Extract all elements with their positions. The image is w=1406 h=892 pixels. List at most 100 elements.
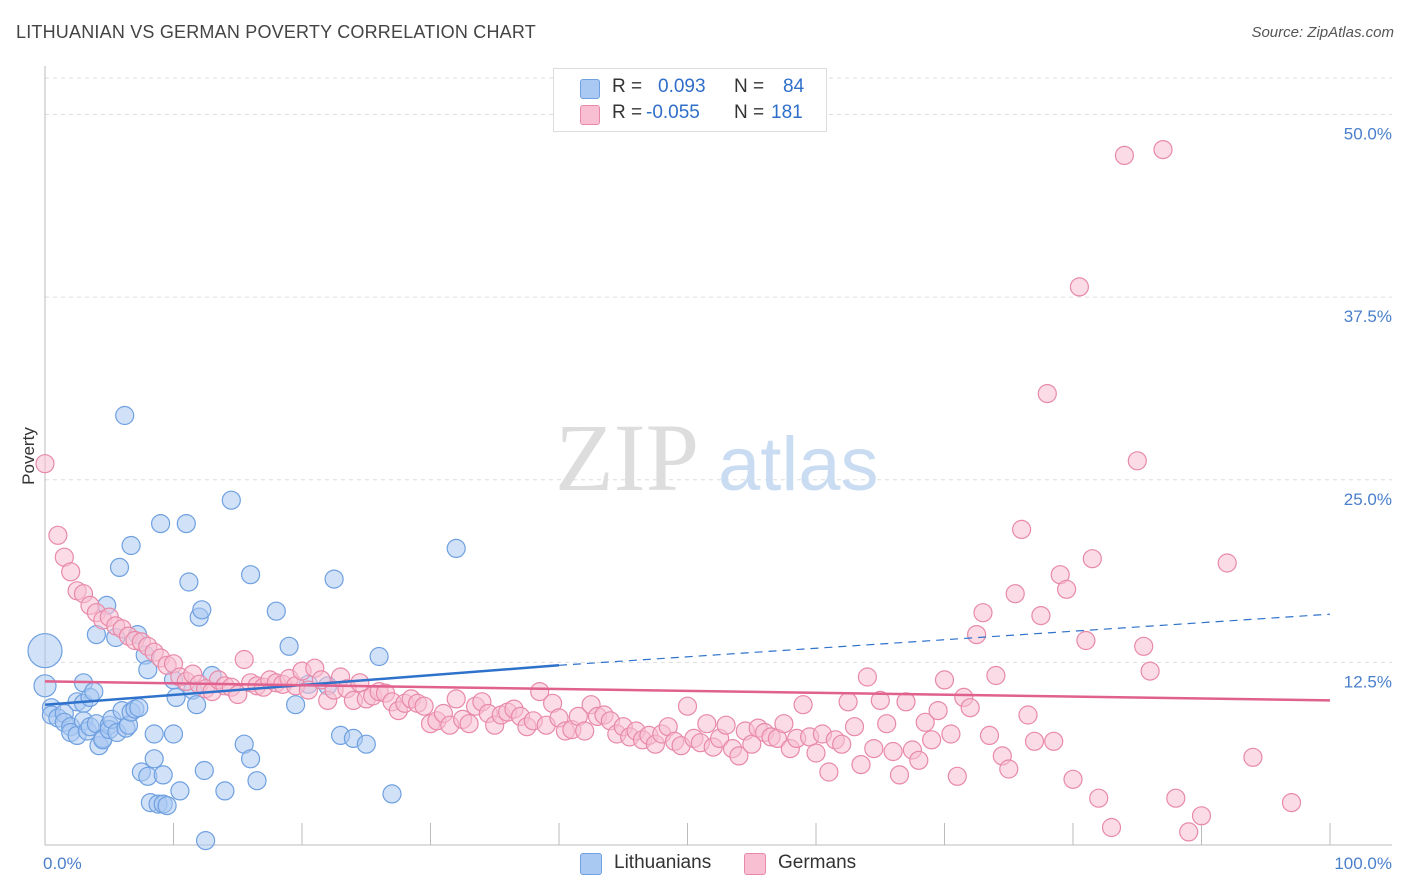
german-point [1018, 705, 1038, 725]
german-point [844, 717, 865, 737]
lithuanian-point [241, 565, 261, 585]
german-point [889, 765, 910, 785]
german-point [575, 721, 595, 741]
german-point [941, 724, 961, 744]
lithuanian-point [194, 760, 214, 781]
lithuanian-point [27, 633, 63, 669]
lithuanian-point [286, 695, 306, 715]
german-point [857, 667, 878, 687]
legend: R = 0.093 N = 84 R = -0.055 N = 181 [553, 68, 827, 132]
german-point [921, 730, 942, 750]
german-point [979, 725, 1000, 746]
y-tick-label: 12.5% [1344, 672, 1392, 691]
trend-lines [44, 613, 1331, 706]
german-point [530, 681, 550, 702]
german-point [1011, 519, 1032, 540]
lithuanian-point [144, 749, 164, 769]
watermark-zip: ZIP [555, 404, 699, 511]
german-point [1024, 731, 1045, 751]
lithuanian-point [196, 830, 216, 851]
lithuanian-point [33, 674, 57, 698]
lithuanian-point [179, 572, 199, 592]
lithuanian-point [279, 636, 299, 656]
german-point [915, 712, 935, 732]
german-point [1166, 788, 1186, 808]
german-point [1217, 553, 1237, 573]
legend-r-label: R = [612, 76, 643, 97]
german-point [864, 738, 884, 759]
lithuanians-trend-extension [558, 613, 1331, 666]
german-point [947, 766, 967, 786]
lithuanian-point [163, 724, 184, 744]
legend-n-label: N = [734, 76, 765, 97]
lithuanian-point [115, 405, 135, 426]
german-point [1082, 549, 1102, 569]
german-point [729, 746, 749, 766]
german-point [1140, 661, 1160, 681]
german-point [1191, 806, 1212, 826]
german-point [960, 698, 980, 718]
lithuanian-point [121, 535, 141, 556]
lithuanian-point [157, 795, 177, 816]
german-point [48, 525, 68, 545]
german-point [883, 741, 903, 762]
y-axis-title: Poverty [19, 427, 38, 485]
bottom-legend-swatch-lithuanians [580, 853, 602, 875]
lithuanian-point [166, 687, 186, 708]
german-point [716, 715, 736, 735]
german-point [870, 690, 890, 711]
german-point [697, 714, 717, 734]
lithuanian-point [187, 695, 207, 715]
german-point [414, 696, 434, 716]
source-credit: Source: ZipAtlas.com [1251, 24, 1394, 41]
legend-swatch-lithuanians [580, 79, 600, 99]
german-point [1063, 769, 1083, 789]
legend-row-lithuanians: R = 0.093 N = 84 [554, 75, 826, 101]
german-point [877, 714, 897, 734]
german-point [61, 562, 81, 582]
legend-n-label: N = [734, 102, 765, 123]
legend-r-value: -0.055 [646, 102, 700, 123]
german-point [999, 759, 1019, 779]
german-point [1114, 145, 1135, 165]
y-tick-label: 50.0% [1344, 125, 1392, 144]
legend-n-value: 181 [771, 102, 803, 123]
german-point [234, 649, 254, 670]
watermark: ZIP atlas [555, 404, 879, 511]
german-point [1089, 788, 1109, 808]
lithuanian-point [153, 765, 173, 785]
legend-n-value: 84 [783, 76, 805, 97]
bottom-legend-label-lithuanians: Lithuanians [614, 852, 712, 873]
german-point [838, 692, 858, 712]
german-point [896, 692, 916, 712]
watermark-atlas: atlas [718, 422, 879, 507]
german-point [1005, 584, 1025, 604]
lithuanian-point [109, 557, 130, 578]
lithuanian-point [221, 490, 241, 510]
lithuanian-point [369, 646, 389, 667]
german-point [851, 754, 871, 775]
german-point [1031, 605, 1051, 626]
legend-swatch-germans [580, 105, 600, 125]
lithuanian-point [84, 681, 104, 702]
x-tick-label: 100.0% [1334, 854, 1392, 873]
german-point [1127, 451, 1147, 471]
lithuanian-point [247, 771, 267, 791]
german-point [446, 689, 466, 709]
germans-trend-line [44, 680, 1331, 702]
german-point [819, 762, 839, 782]
german-point [1037, 384, 1057, 404]
german-point [832, 734, 852, 754]
lithuanian-point [176, 513, 196, 534]
lithuanian-point [356, 734, 376, 754]
x-tick-label: 0.0% [43, 854, 82, 873]
lithuanian-point [324, 569, 344, 589]
lithuanian-point [151, 513, 171, 534]
german-point [35, 454, 55, 474]
chart-title: LITHUANIAN VS GERMAN POVERTY CORRELATION… [16, 22, 536, 42]
german-point [1069, 277, 1090, 297]
bottom-legend-label-germans: Germans [778, 852, 857, 873]
lithuanian-point [144, 724, 164, 744]
german-point [966, 624, 987, 645]
